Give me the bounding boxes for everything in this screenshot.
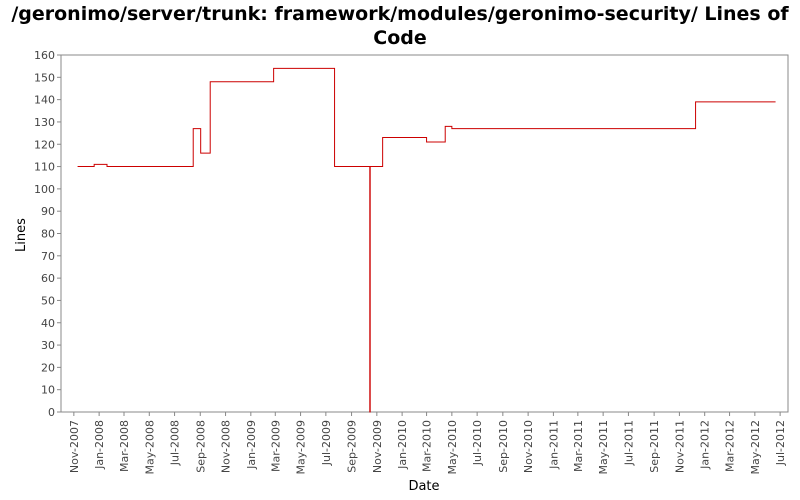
x-axis: Nov-2007 Jan-2008 Mar-2008 May-2008 Jul-2008… [68, 412, 787, 475]
x-tick-label: Nov-2008 [220, 420, 233, 473]
y-tick-label: 10 [41, 384, 55, 397]
y-tick-label: 160 [34, 49, 55, 62]
y-tick-label: 130 [34, 116, 55, 129]
x-tick-label: Mar-2011 [572, 420, 585, 472]
y-axis-label: Lines [14, 218, 29, 252]
x-tick-label: Jul-2008 [169, 420, 182, 466]
x-tick-label: May-2010 [446, 420, 459, 475]
x-tick-label: Sep-2010 [497, 420, 510, 473]
y-tick-label: 90 [41, 205, 55, 218]
y-tick-label: 60 [41, 272, 55, 285]
y-tick-label: 0 [48, 406, 55, 419]
x-tick-label: Jan-2012 [699, 420, 712, 470]
y-tick-label: 50 [41, 294, 55, 307]
x-tick-label: Jan-2008 [93, 420, 106, 470]
y-axis: 0 10 20 30 40 50 60 70 80 90 100 110 120 130 140 150 160 [34, 49, 61, 419]
y-tick-label: 110 [34, 161, 55, 174]
y-tick-label: 150 [34, 71, 55, 84]
plot-area [60, 54, 789, 413]
y-tick-label: 100 [34, 183, 55, 196]
x-tick-label: Mar-2009 [269, 420, 282, 472]
x-tick-label: May-2011 [597, 420, 610, 475]
x-tick-label: Jan-2011 [547, 420, 560, 470]
y-tick-label: 140 [34, 94, 55, 107]
y-tick-label: 120 [34, 138, 55, 151]
series-line [77, 67, 776, 413]
x-tick-label: Mar-2012 [724, 420, 737, 472]
x-tick-label: Nov-2010 [522, 420, 535, 473]
x-tick-label: Sep-2008 [194, 420, 207, 473]
y-tick-label: 40 [41, 317, 55, 330]
x-tick-label: Jan-2009 [245, 420, 258, 470]
series-layer [77, 67, 776, 413]
chart-title-line-2: Code [373, 27, 427, 49]
x-tick-label: Jan-2010 [396, 420, 409, 470]
x-tick-label: Nov-2011 [673, 420, 686, 473]
x-tick-label: Jul-2010 [471, 420, 484, 466]
y-tick-label: 30 [41, 339, 55, 352]
x-tick-label: Jul-2011 [622, 420, 635, 466]
x-tick-label: Sep-2011 [648, 420, 661, 473]
x-tick-label: Mar-2008 [118, 420, 131, 472]
x-tick-label: Nov-2007 [68, 420, 81, 473]
x-tick-label: Mar-2010 [421, 420, 434, 472]
x-tick-label: Jul-2012 [774, 420, 787, 466]
x-tick-label: Jul-2009 [320, 420, 333, 466]
chart-title-line-1: /geronimo/server/trunk: framework/module… [11, 3, 789, 25]
y-tick-label: 20 [41, 361, 55, 374]
x-tick-label: May-2012 [749, 420, 762, 475]
x-tick-label: Nov-2009 [371, 420, 384, 473]
x-axis-label: Date [408, 479, 439, 494]
y-tick-label: 70 [41, 250, 55, 263]
x-tick-label: May-2009 [295, 420, 308, 475]
x-tick-label: May-2008 [143, 420, 156, 475]
chart-title: /geronimo/server/trunk: framework/module… [0, 2, 800, 50]
y-tick-label: 80 [41, 228, 55, 241]
x-tick-label: Sep-2009 [346, 420, 359, 473]
